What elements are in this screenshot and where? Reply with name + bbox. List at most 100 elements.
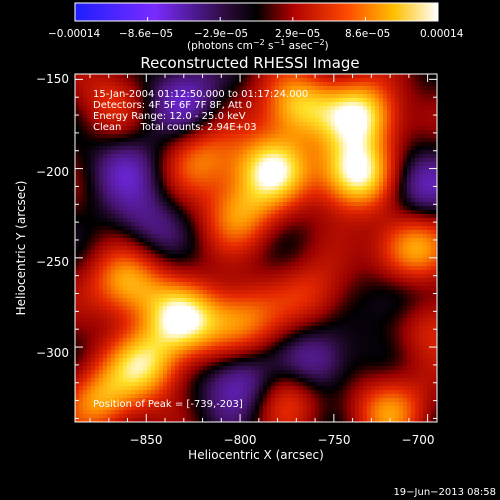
heatmap-cell	[427, 138, 431, 142]
heatmap-cell	[323, 258, 327, 262]
heatmap-cell	[315, 130, 319, 134]
heatmap-cell	[307, 114, 311, 118]
heatmap-cell	[183, 206, 187, 210]
heatmap-cell	[243, 226, 247, 230]
heatmap-cell	[367, 186, 371, 190]
heatmap-cell	[247, 90, 251, 94]
heatmap-cell	[215, 134, 219, 138]
heatmap-cell	[399, 198, 403, 202]
heatmap-cell	[339, 102, 343, 106]
heatmap-cell	[399, 222, 403, 226]
heatmap-cell	[271, 182, 275, 186]
heatmap-cell	[215, 122, 219, 126]
heatmap-cell	[335, 262, 339, 266]
heatmap-cell	[211, 190, 215, 194]
heatmap-cell	[99, 198, 103, 202]
heatmap-cell	[179, 94, 183, 98]
heatmap-cell	[223, 114, 227, 118]
heatmap-cell	[211, 90, 215, 94]
heatmap-cell	[95, 206, 99, 210]
heatmap-cell	[275, 122, 279, 126]
heatmap-cell	[183, 170, 187, 174]
heatmap-cell	[151, 230, 155, 234]
heatmap-cell	[179, 114, 183, 118]
heatmap-cell	[139, 286, 143, 290]
heatmap-cell	[391, 114, 395, 118]
heatmap-cell	[215, 290, 219, 294]
heatmap-cell	[139, 274, 143, 278]
heatmap-cell	[267, 258, 271, 262]
heatmap-cell	[123, 142, 127, 146]
heatmap-cell	[283, 202, 287, 206]
heatmap-cell	[179, 178, 183, 182]
heatmap-cell	[399, 166, 403, 170]
heatmap-cell	[367, 82, 371, 86]
heatmap-cell	[307, 214, 311, 218]
heatmap-cell	[355, 74, 359, 78]
heatmap-cell	[243, 98, 247, 102]
heatmap-cell	[339, 130, 343, 134]
heatmap-cell	[155, 102, 159, 106]
heatmap-cell	[279, 254, 283, 258]
heatmap-cell	[123, 210, 127, 214]
heatmap-cell	[139, 166, 143, 170]
heatmap-cell	[395, 274, 399, 278]
heatmap-cell	[287, 94, 291, 98]
heatmap-cell	[155, 254, 159, 258]
heatmap-cell	[175, 90, 179, 94]
heatmap-cell	[139, 290, 143, 294]
heatmap-cell	[123, 278, 127, 282]
heatmap-cell	[315, 270, 319, 274]
heatmap-cell	[115, 106, 119, 110]
heatmap-cell	[171, 102, 175, 106]
heatmap-cell	[431, 74, 435, 78]
heatmap-cell	[387, 146, 391, 150]
heatmap-cell	[427, 170, 431, 174]
heatmap-cell	[175, 146, 179, 150]
heatmap-cell	[239, 286, 243, 290]
heatmap-cell	[199, 246, 203, 250]
heatmap-cell	[127, 258, 131, 262]
heatmap-cell	[435, 114, 437, 118]
heatmap-cell	[215, 78, 219, 82]
heatmap-cell	[143, 146, 147, 150]
heatmap-cell	[283, 82, 287, 86]
heatmap-cell	[259, 258, 263, 262]
heatmap-cell	[371, 250, 375, 254]
heatmap-cell	[311, 246, 315, 250]
heatmap-cell	[95, 202, 99, 206]
heatmap-cell	[95, 194, 99, 198]
heatmap-cell	[207, 266, 211, 270]
heatmap-cell	[323, 122, 327, 126]
heatmap-cell	[123, 190, 127, 194]
heatmap-cell	[351, 202, 355, 206]
heatmap-cell	[247, 194, 251, 198]
heatmap-cell	[215, 190, 219, 194]
heatmap-cell	[115, 74, 119, 78]
heatmap-cell	[367, 194, 371, 198]
heatmap-cell	[123, 90, 127, 94]
heatmap-cell	[187, 86, 191, 90]
heatmap-cell	[95, 154, 99, 158]
heatmap-cell	[131, 230, 135, 234]
heatmap-cell	[343, 178, 347, 182]
heatmap-cell	[315, 126, 319, 130]
heatmap-cell	[259, 174, 263, 178]
heatmap-cell	[243, 150, 247, 154]
heatmap-cell	[375, 174, 379, 178]
heatmap-cell	[391, 190, 395, 194]
heatmap-cell	[227, 134, 231, 138]
heatmap-cell	[307, 86, 311, 90]
heatmap-cell	[251, 270, 255, 274]
heatmap-cell	[159, 262, 163, 266]
heatmap-cell	[343, 194, 347, 198]
heatmap-cell	[307, 166, 311, 170]
heatmap-cell	[255, 290, 259, 294]
heatmap-cell	[203, 178, 207, 182]
heatmap-cell	[183, 266, 187, 270]
heatmap-cell	[319, 270, 323, 274]
heatmap-cell	[107, 246, 111, 250]
heatmap-cell	[179, 118, 183, 122]
heatmap-cell	[411, 262, 415, 266]
heatmap-cell	[315, 94, 319, 98]
